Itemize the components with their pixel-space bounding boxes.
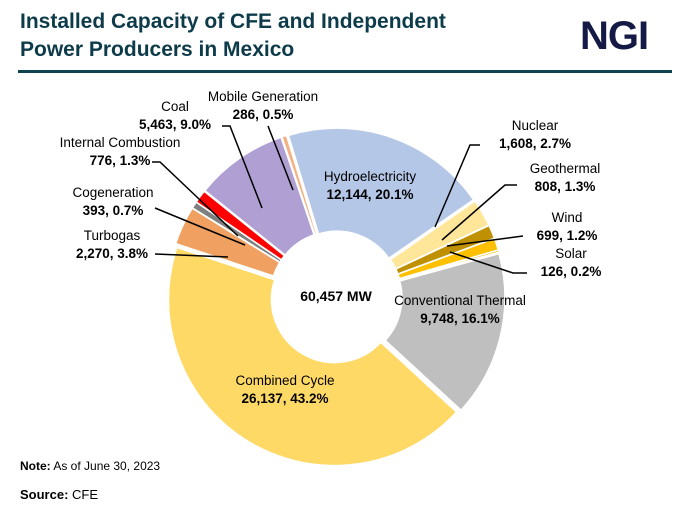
label-value: 286, 0.5% — [232, 107, 294, 122]
label-value: 1,608, 2.7% — [498, 136, 572, 151]
label-name: Wind — [551, 210, 583, 225]
leader-line — [267, 125, 294, 191]
header-divider — [18, 70, 672, 73]
slice-combined-cycle — [167, 246, 458, 467]
slice-conventional-thermal — [384, 252, 506, 412]
leader-line — [222, 125, 263, 209]
label-name: Internal Combustion — [59, 135, 181, 150]
label-name: Coal — [161, 99, 189, 114]
leader-line — [434, 144, 480, 228]
label-value: 699, 1.2% — [536, 228, 598, 243]
label-internal-combustion: Internal Combustion 776, 1.3% — [60, 134, 181, 170]
label-geothermal: Geothermal 808, 1.3% — [530, 160, 601, 196]
leader-line — [441, 184, 517, 241]
title-line-2: Power Producers in Mexico — [20, 38, 295, 61]
label-value: 5,463, 9.0% — [138, 117, 212, 132]
title-line-1: Installed Capacity of CFE and Independen… — [20, 10, 446, 33]
label-value: 808, 1.3% — [534, 179, 596, 194]
label-name: Combined Cycle — [235, 373, 335, 388]
chart-title: Installed Capacity of CFE and Independen… — [20, 8, 446, 64]
label-cogeneration: Cogeneration 393, 0.7% — [72, 184, 153, 220]
label-value: 26,137, 43.2% — [241, 391, 329, 406]
label-value: 776, 1.3% — [89, 153, 151, 168]
slice-hydroelectricity — [287, 127, 475, 260]
leader-line — [154, 207, 246, 246]
label-value: 9,748, 16.1% — [420, 311, 500, 326]
label-value: 2,270, 3.8% — [75, 246, 149, 261]
label-name: Geothermal — [529, 161, 601, 176]
total-label: 60,457 MW — [300, 288, 372, 304]
label-hydroelectricity: Hydroelectricity 12,144, 20.1% — [324, 168, 416, 204]
label-name: Turbogas — [83, 228, 141, 243]
leader-line — [449, 251, 527, 274]
leader-line — [446, 235, 524, 247]
label-name: Hydroelectricity — [323, 169, 417, 184]
slice-coal — [203, 136, 316, 257]
label-value: 12,144, 20.1% — [326, 187, 414, 202]
leader-line — [154, 253, 229, 258]
source: Source: CFE — [20, 487, 99, 502]
label-conventional-thermal: Conventional Thermal 9,748, 16.1% — [394, 292, 526, 328]
label-value: 126, 0.2% — [540, 264, 602, 279]
label-wind: Wind 699, 1.2% — [537, 209, 598, 245]
ngi-logo: NGI — [580, 14, 649, 58]
label-name: Conventional Thermal — [394, 293, 526, 308]
label-coal: Coal 5,463, 9.0% — [139, 98, 211, 134]
slice-solar — [398, 249, 500, 281]
label-name: Nuclear — [511, 118, 559, 133]
label-value: 393, 0.7% — [82, 203, 144, 218]
label-turbogas: Turbogas 2,270, 3.8% — [76, 227, 148, 263]
leader-line — [152, 161, 239, 237]
label-mobile-generation: Mobile Generation 286, 0.5% — [208, 88, 318, 124]
label-nuclear: Nuclear 1,608, 2.7% — [499, 117, 571, 153]
label-solar: Solar 126, 0.2% — [541, 245, 602, 281]
label-name: Solar — [555, 246, 587, 261]
label-name: Cogeneration — [72, 185, 154, 200]
label-name: Mobile Generation — [207, 89, 319, 104]
slice-mobile-generation — [280, 134, 318, 236]
label-combined-cycle: Combined Cycle 26,137, 43.2% — [235, 372, 334, 408]
note: Note: As of June 30, 2023 — [20, 459, 161, 473]
